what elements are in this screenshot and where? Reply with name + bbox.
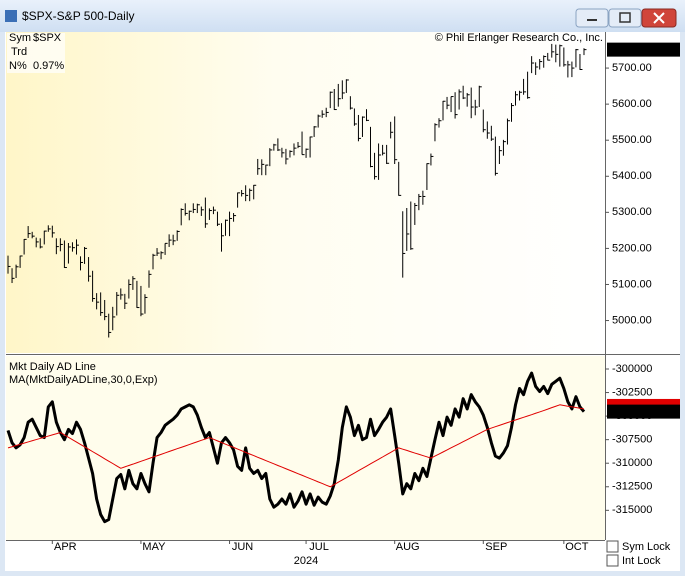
series-line bbox=[6, 371, 586, 524]
y-tick-label: 5600.00 bbox=[612, 98, 652, 110]
legend-entry: Mkt Daily AD Line bbox=[9, 361, 96, 373]
title-bar bbox=[0, 0, 685, 32]
y-tick-label: 5000.00 bbox=[612, 314, 652, 326]
x-tick-label: AUG bbox=[396, 541, 420, 553]
y-tick-label: -310000 bbox=[612, 457, 652, 469]
trd-label: Trd bbox=[11, 46, 27, 58]
minimize-button[interactable] bbox=[575, 8, 609, 28]
int-lock-checkbox[interactable] bbox=[606, 554, 619, 567]
series-line bbox=[7, 404, 585, 488]
y-tick-label: -300000 bbox=[612, 363, 652, 375]
n-value: 0.97% bbox=[33, 60, 64, 72]
y-tick-label: -312500 bbox=[612, 481, 652, 493]
info-box bbox=[7, 33, 65, 73]
x-tick-label: SEP bbox=[485, 541, 507, 553]
y-tick-label: -302500 bbox=[612, 386, 652, 398]
close-icon bbox=[653, 12, 665, 24]
sym-lock-label[interactable]: Sym Lock bbox=[622, 541, 671, 553]
y-tick-label: 5200.00 bbox=[612, 242, 652, 254]
y-tick-label: 5400.00 bbox=[612, 170, 652, 182]
y-tick-label: 5100.00 bbox=[612, 278, 652, 290]
x-tick-label: OCT bbox=[565, 541, 589, 553]
x-tick-label: APR bbox=[54, 541, 77, 553]
legend-entry: MA(MktDailyADLine,30,0,Exp) bbox=[9, 374, 158, 386]
window-title: $SPX-S&P 500-Daily bbox=[22, 9, 135, 23]
last-value-box bbox=[607, 404, 680, 419]
price-panel bbox=[6, 32, 605, 353]
x-axis-year: 2024 bbox=[294, 555, 318, 567]
y-tick-label: -307500 bbox=[612, 434, 652, 446]
x-tick-label: JUL bbox=[309, 541, 329, 553]
x-tick-label: JUN bbox=[232, 541, 253, 553]
symbol: $SPX bbox=[33, 32, 62, 44]
sym-lock-checkbox[interactable] bbox=[606, 540, 619, 553]
y-tick-label: 5300.00 bbox=[612, 206, 652, 218]
y-tick-label: -315000 bbox=[612, 504, 652, 516]
app-icon bbox=[5, 10, 17, 22]
maximize-icon bbox=[619, 12, 631, 23]
copyright: © Phil Erlanger Research Co., Inc. bbox=[435, 32, 603, 44]
sym-label: Sym bbox=[9, 32, 31, 44]
x-tick-label: MAY bbox=[142, 541, 166, 553]
y-tick-label: 5500.00 bbox=[612, 134, 652, 146]
maximize-button[interactable] bbox=[608, 8, 642, 28]
last-value-box bbox=[607, 42, 680, 57]
last-value-label: -304523 bbox=[611, 406, 651, 418]
y-tick-label: 5700.00 bbox=[612, 62, 652, 74]
last-value-label: 5751.13 bbox=[611, 44, 651, 56]
n-label: N% bbox=[9, 60, 27, 72]
int-lock-label[interactable]: Int Lock bbox=[622, 555, 661, 567]
